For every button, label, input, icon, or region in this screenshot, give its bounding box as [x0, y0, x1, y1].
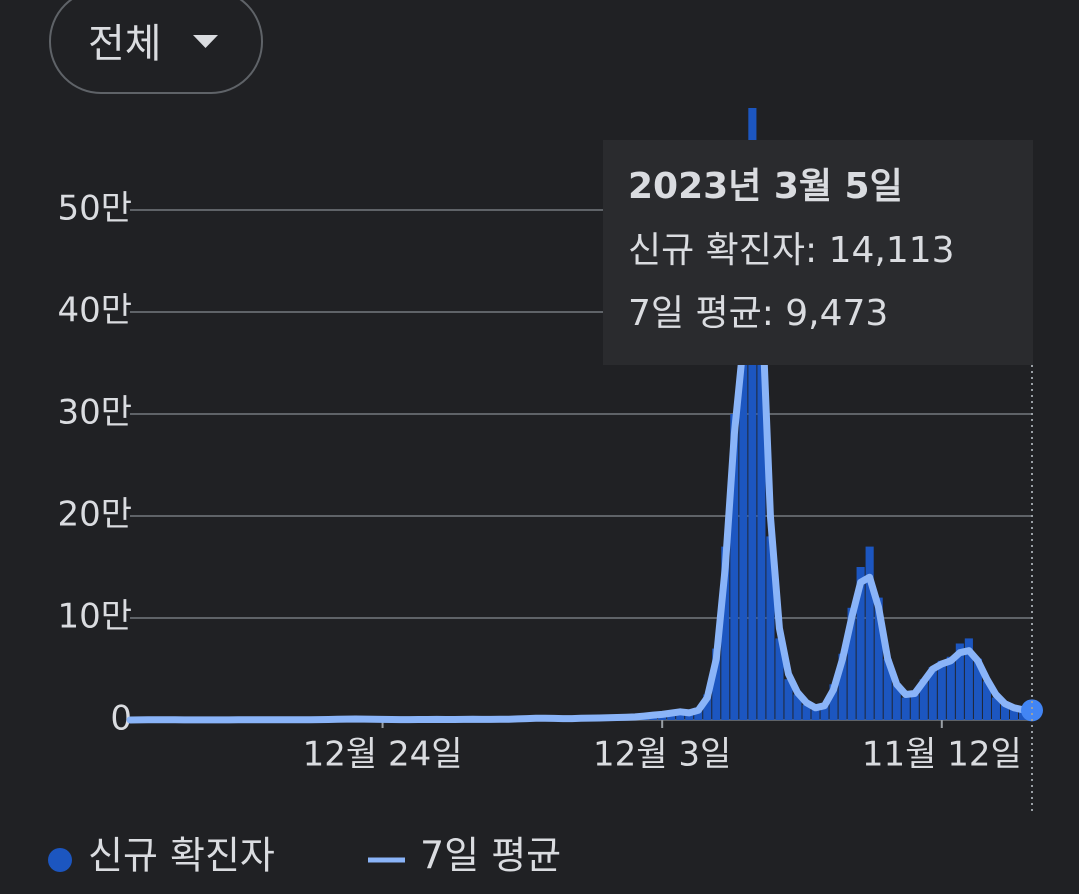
bar — [775, 638, 784, 720]
tooltip-row: 신규 확진자: 14,113 — [628, 230, 955, 271]
bar — [901, 697, 910, 720]
bar — [991, 697, 1000, 720]
bar — [739, 322, 748, 720]
tooltip-row: 7일 평균: 9,473 — [628, 293, 888, 334]
bar — [757, 332, 766, 720]
bar — [919, 679, 928, 720]
bar — [820, 704, 829, 720]
legend-dot — [48, 848, 72, 872]
bar — [802, 704, 811, 720]
bar — [874, 597, 883, 720]
y-tick-label: 20만 — [57, 495, 132, 535]
bar — [811, 709, 820, 720]
hover-point — [1021, 699, 1043, 722]
bar — [712, 648, 721, 720]
bar — [721, 546, 730, 720]
legend-label: 신규 확진자 — [88, 834, 275, 878]
filter-dropdown[interactable]: 전체 — [49, 0, 263, 94]
average-line — [126, 145, 1036, 724]
bar — [793, 694, 802, 720]
dropdown-arrow[interactable] — [193, 35, 218, 48]
bar — [703, 694, 712, 720]
bar — [694, 709, 703, 720]
bar — [865, 546, 874, 720]
legend-label: 7일 평균 — [420, 834, 561, 878]
bar — [1009, 707, 1019, 720]
bar — [847, 607, 856, 720]
bar — [676, 713, 685, 720]
bar — [784, 679, 793, 720]
bar — [748, 108, 757, 720]
x-tick-label: 12월 24일 — [303, 735, 463, 775]
bar — [766, 536, 775, 720]
y-tick-label: 30만 — [57, 393, 132, 433]
bar — [955, 643, 964, 720]
bar — [856, 567, 865, 720]
bar — [937, 660, 946, 720]
x-tick-label: 12월 3일 — [593, 735, 731, 775]
bar — [946, 656, 955, 720]
bar — [973, 658, 982, 720]
bar — [928, 666, 937, 720]
bar — [892, 684, 901, 720]
y-tick-label: 40만 — [57, 291, 132, 331]
bar — [910, 694, 919, 720]
bar — [964, 638, 973, 720]
bar — [883, 658, 892, 720]
tooltip: 2023년 3월 5일 신규 확진자: 14,113 7일 평균: 9,473 — [603, 140, 1033, 365]
bar — [838, 653, 847, 720]
tooltip-box — [603, 140, 1033, 365]
y-tick-label: 50만 — [57, 189, 132, 229]
y-tick-label: 0 — [110, 699, 132, 739]
bar — [685, 714, 694, 720]
dropdown-label[interactable]: 전체 — [88, 21, 162, 67]
dropdown-border[interactable] — [49, 0, 263, 94]
y-tick-label: 10만 — [57, 597, 132, 637]
bar — [730, 414, 739, 720]
bar — [829, 684, 838, 720]
bar — [982, 681, 991, 720]
tooltip-title: 2023년 3월 5일 — [628, 166, 903, 207]
x-tick-label: 11월 12일 — [862, 735, 1022, 775]
bar — [1000, 704, 1009, 720]
